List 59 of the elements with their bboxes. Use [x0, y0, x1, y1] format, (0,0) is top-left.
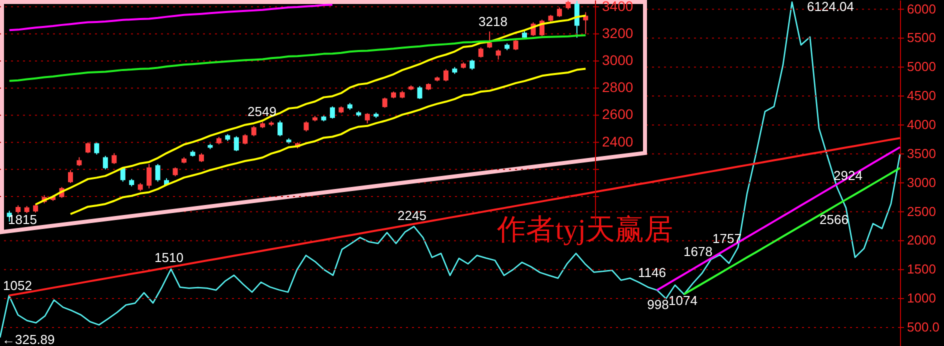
annotation: ←325.89 [2, 332, 55, 346]
annotation: 1510 [154, 250, 184, 265]
candlestick [556, 6, 562, 18]
candlestick [443, 68, 448, 82]
y-tick-label: 2800 [602, 79, 634, 96]
y-tick-label: 2600 [602, 106, 634, 122]
annotation: 2245 [398, 208, 426, 223]
annotation: 6124.04 [807, 0, 854, 14]
candlestick [234, 136, 239, 152]
y-tick-label: 3000 [907, 174, 936, 190]
annotation: 3218 [478, 14, 508, 29]
candlestick [513, 38, 518, 51]
annotation: 2566 [820, 212, 848, 227]
y-tick-label: 5000 [907, 59, 936, 74]
candlestick [574, 0, 580, 38]
candlestick [478, 46, 484, 58]
y-tick-label: 6000 [907, 1, 936, 16]
y-tick-label: 5500 [907, 30, 936, 46]
candlestick [278, 120, 283, 137]
line-series [8, 34, 587, 82]
candlestick [583, 12, 588, 34]
y-tick-label: 2400 [602, 133, 634, 150]
annotation: 998 [647, 297, 669, 312]
y-tick-label: 3200 [602, 24, 634, 41]
y-tick-label: 1500 [907, 262, 936, 277]
y-tick-label: 2000 [907, 232, 936, 248]
candlestick [155, 164, 160, 182]
candlestick [487, 30, 492, 49]
y-tick-label: 2500 [907, 204, 936, 219]
candlestick [330, 106, 335, 120]
y-tick-label: 3000 [602, 52, 634, 68]
annotation: 2549 [248, 104, 276, 119]
candlestick [382, 97, 388, 108]
annotation: 1052 [3, 278, 32, 293]
candlestick [68, 170, 73, 184]
candlestick [102, 155, 108, 170]
candlestick [85, 142, 90, 154]
candlestick [94, 142, 100, 156]
candlestick [496, 48, 501, 60]
candlestick [112, 152, 117, 165]
y-tick-label: 500.0 [907, 319, 940, 334]
candlestick [470, 59, 475, 70]
annotation: 作者tyj天赢居 [496, 214, 673, 246]
candlestick [146, 164, 152, 189]
candlestick [364, 112, 370, 124]
annotation: 1074 [668, 293, 698, 308]
y-tick-label: 4500 [907, 88, 936, 104]
annotation: 1815 [8, 212, 37, 227]
annotation: 1678 [684, 244, 712, 259]
candlestick [417, 86, 422, 100]
y-tick-label: 3500 [907, 146, 936, 161]
line-series [8, 4, 334, 32]
y-tick-label: 1000 [907, 290, 936, 306]
y-tick-label: 4000 [907, 116, 936, 132]
line-series [683, 167, 901, 296]
candlestick [242, 134, 248, 145]
candlestick [251, 126, 256, 137]
annotation: 1146 [638, 265, 666, 280]
candlestick [304, 120, 309, 132]
